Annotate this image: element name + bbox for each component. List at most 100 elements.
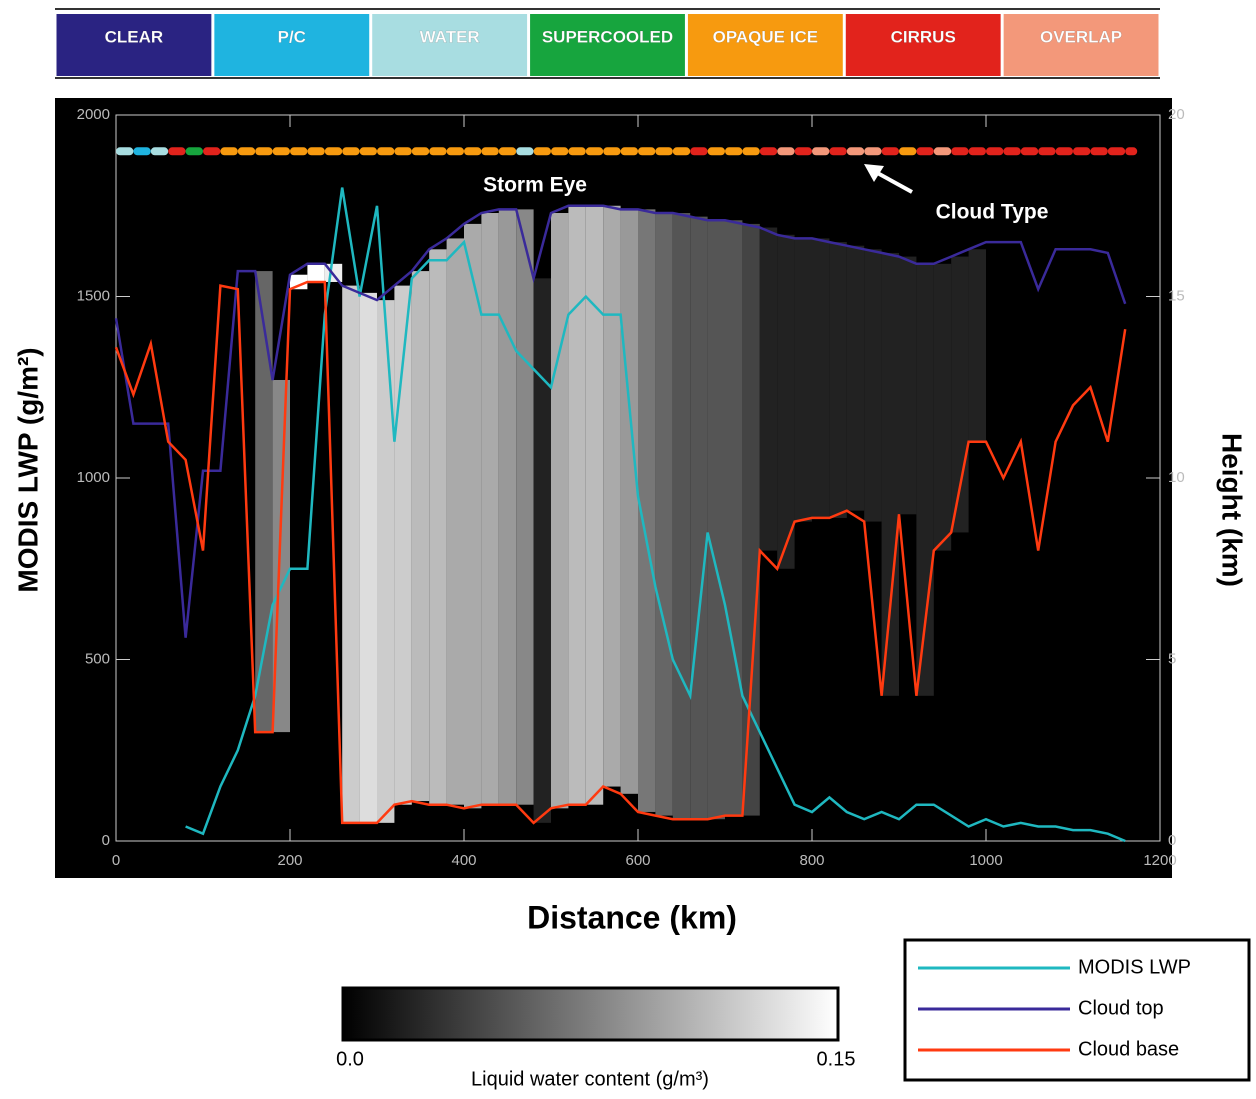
lwc-column: [133, 394, 151, 424]
x-tick-label: 400: [451, 852, 476, 869]
cloud-type-label: CLEAR: [105, 27, 164, 46]
cloud-type-segment: [116, 147, 134, 156]
lwc-column: [481, 213, 499, 805]
lwc-column: [1107, 252, 1126, 442]
cloud-type-segment: [342, 147, 360, 156]
x-tick-label: 600: [625, 852, 650, 869]
lwc-column: [846, 245, 865, 511]
lwc-column: [290, 274, 308, 290]
cloud-type-segment: [690, 147, 708, 156]
y-axis-label: MODIS LWP (g/m²): [12, 347, 43, 592]
cloud-type-segment: [1020, 147, 1039, 156]
cloud-type-segment: [1073, 147, 1091, 156]
colorbar: [341, 986, 840, 1042]
cloud-type-segment: [620, 147, 638, 156]
cloud-type-segment: [585, 147, 604, 156]
lwc-column: [1055, 249, 1073, 442]
lwc-column: [498, 209, 517, 805]
cloud-type-segment: [446, 147, 464, 156]
lwc-column: [620, 209, 638, 794]
lwc-column: [551, 213, 569, 809]
lwc-column: [342, 285, 360, 823]
cloud-type-segment: [307, 147, 325, 156]
y2-axis-label: Height (km): [1217, 433, 1248, 587]
cloud-type-segment: [290, 147, 308, 156]
cloud-type-segment: [638, 147, 656, 156]
y2-tick-label: 15: [1168, 287, 1185, 304]
cloud-type-segment: [881, 147, 899, 156]
cloud-type-label: OVERLAP: [1040, 27, 1122, 46]
cloud-type-segment: [498, 147, 517, 156]
colorbar-label: Liquid water content (g/m³): [471, 1068, 709, 1090]
lwc-column: [1125, 303, 1143, 330]
cloud-type-segment: [1125, 147, 1138, 156]
cloud-type-segment: [533, 147, 551, 156]
cloud-type-segment: [968, 147, 986, 156]
cloud-type-label: CIRRUS: [891, 27, 956, 46]
cloud-type-swatch: [530, 14, 685, 76]
lwc-column: [1020, 242, 1039, 442]
lwc-column: [1038, 289, 1056, 551]
y-tick-label: 1500: [77, 287, 110, 304]
cloud-type-segment: [1090, 147, 1108, 156]
x-tick-label: 200: [277, 852, 302, 869]
x-tick-label: 800: [799, 852, 824, 869]
cloud-type-segment: [394, 147, 412, 156]
cloud-type-segment: [255, 147, 273, 156]
cloud-type-segment: [829, 147, 847, 156]
y-tick-label: 500: [85, 650, 110, 667]
y-tick-label: 2000: [77, 106, 110, 123]
lwc-column: [568, 205, 586, 805]
lwc-column: [585, 205, 604, 805]
cloud-type-segment: [568, 147, 586, 156]
y-tick-label: 0: [102, 832, 110, 849]
lwc-column: [377, 300, 395, 823]
cloud-type-segment: [603, 147, 621, 156]
cloud-type-segment: [272, 147, 290, 156]
cloud-type-segment: [1107, 147, 1126, 156]
lwc-column: [638, 209, 656, 812]
lwc-column: [655, 213, 673, 816]
y2-tick-label: 20: [1168, 106, 1185, 123]
lwc-column: [829, 242, 847, 518]
cloud-type-segment: [655, 147, 673, 156]
lwc-column: [411, 271, 430, 802]
lwc-column: [446, 238, 464, 805]
x-tick-label: 1000: [969, 852, 1002, 869]
cloud-type-segment: [1003, 147, 1021, 156]
lwc-column: [759, 227, 778, 551]
series-line: [114, 204, 1127, 638]
series-line: [114, 280, 1127, 825]
x-axis-label: Distance (km): [527, 899, 737, 935]
lwc-column: [672, 213, 691, 820]
x-tick-label: 0: [112, 852, 120, 869]
cloud-type-segment: [672, 147, 691, 156]
lwc-column: [812, 238, 830, 518]
legend-box: [903, 938, 1251, 1082]
lwc-column: [1073, 249, 1091, 406]
y2-tick-label: 5: [1168, 650, 1176, 667]
cloud-type-segment: [551, 147, 569, 156]
lwc-column: [1003, 242, 1021, 478]
cloud-type-segment: [1055, 147, 1073, 156]
legend-label: MODIS LWP: [1078, 956, 1191, 978]
annotation: Cloud Type: [936, 201, 1049, 224]
lwc-column: [933, 263, 952, 551]
cloud-type-segment: [203, 147, 221, 156]
lwc-column: [777, 234, 795, 569]
cloud-type-segment: [707, 147, 725, 156]
x-tick-label: 1200: [1143, 852, 1176, 869]
cloud-type-segment: [899, 147, 917, 156]
cloud-type-segment: [516, 147, 534, 156]
lwc-column: [899, 256, 917, 515]
lwc-column: [255, 271, 273, 733]
cloud-type-segment: [986, 147, 1004, 156]
cloud-type-label: SUPERCOOLED: [542, 27, 673, 46]
plot-frame: [115, 114, 1161, 842]
cloud-type-segment: [168, 147, 186, 156]
colorbar-tick-label: 0.0: [336, 1048, 364, 1070]
cloud-type-segment: [133, 147, 151, 156]
lwc-column: [690, 216, 708, 820]
cloud-type-swatch: [372, 14, 528, 76]
